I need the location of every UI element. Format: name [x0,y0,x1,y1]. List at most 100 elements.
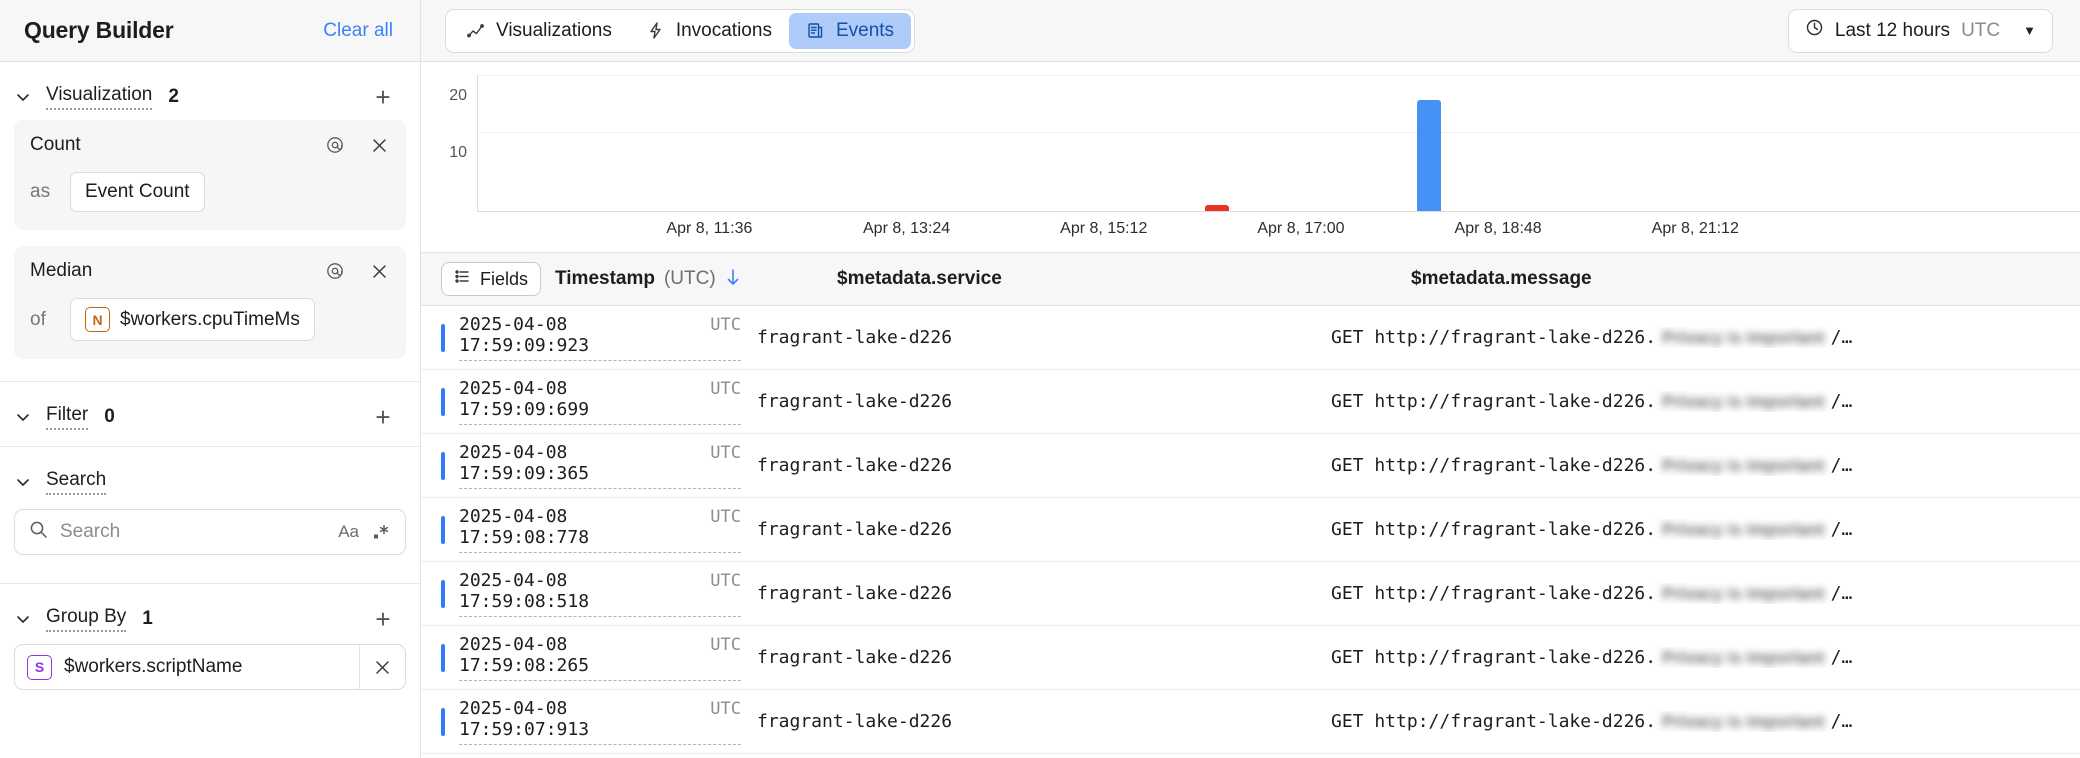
visualization-prefix: of [30,308,46,330]
row-status-indicator [441,451,445,480]
close-icon[interactable] [368,134,390,156]
clear-all-button[interactable]: Clear all [323,19,393,41]
row-status-indicator [441,643,445,672]
visualization-card-actions [324,134,390,156]
gridline [478,75,2080,76]
table-row[interactable]: 2025-04-08 17:59:08:265 UTC fragrant-lake-… [421,626,2080,690]
list-icon [454,268,471,290]
cell-service: fragrant-lake-d226 [757,583,953,604]
visualization-card-body: of N $workers.cpuTimeMs [30,298,390,341]
column-header-message[interactable]: $metadata.message [1411,268,1592,289]
search-input[interactable] [60,521,327,543]
x-axis-tick: Apr 8, 15:12 [1060,220,1148,237]
row-status-indicator [441,323,445,352]
chevron-down-icon[interactable] [10,469,36,495]
column-header-service[interactable]: $metadata.service [837,268,1002,289]
message-prefix: GET http://fragrant-lake-d226. [1331,391,1657,412]
add-group-by-button[interactable]: + [375,604,391,634]
message-redacted: Privacy is important [1662,455,1825,475]
group-by-section-header: Group By 1 + [0,584,420,642]
add-filter-button[interactable]: + [375,402,391,432]
message-suffix: /… [1830,711,1853,732]
cell-message: GET http://fragrant-lake-d226. Privacy is… [1331,647,2080,668]
message-redacted: Privacy is important [1662,519,1825,539]
message-suffix: /… [1830,647,1853,668]
arrow-down-icon[interactable] [725,267,741,291]
group-by-section: Group By 1 + S $workers.scriptName [0,584,420,690]
cell-message: GET http://fragrant-lake-d226. Privacy is… [1331,583,2080,604]
cell-timestamp[interactable]: 2025-04-08 17:59:08:265 UTC [459,634,741,681]
search-section-header: Search [0,447,420,505]
regex-icon[interactable] [371,523,391,541]
timestamp-timezone: UTC [710,571,741,591]
table-body: 2025-04-08 17:59:09:923 UTC fragrant-lake-… [421,306,2080,754]
time-range-label: Last 12 hours [1834,19,1951,41]
tab-visualizations[interactable]: Visualizations [449,13,629,49]
visualization-field-pill[interactable]: N $workers.cpuTimeMs [70,298,315,341]
cell-timestamp[interactable]: 2025-04-08 17:59:08:778 UTC [459,506,741,553]
page-title: Query Builder [24,17,174,43]
x-axis-tick: Apr 8, 17:00 [1257,220,1345,237]
tab-label: Invocations [675,19,772,41]
column-header-timestamp[interactable]: Timestamp (UTC) [555,267,837,291]
search-section: Search Aa [0,447,420,577]
table-row[interactable]: 2025-04-08 17:59:08:778 UTC fragrant-lake-… [421,498,2080,562]
y-axis-tick-20: 20 [449,87,467,104]
timestamp-timezone: UTC [710,635,741,655]
visualization-value-pill[interactable]: Event Count [70,172,205,212]
cell-timestamp[interactable]: 2025-04-08 17:59:08:518 UTC [459,570,741,617]
match-case-icon[interactable]: Aa [338,522,359,541]
filter-section-header: Filter 0 + [0,382,420,440]
search-box[interactable]: Aa [14,509,406,555]
table-row[interactable]: 2025-04-08 17:59:09:365 UTC fragrant-lake-… [421,434,2080,498]
bar-count[interactable] [1416,99,1441,211]
column-label: Timestamp [555,268,655,289]
bar-error[interactable] [1205,205,1230,211]
message-prefix: GET http://fragrant-lake-d226. [1331,455,1657,476]
section-divider [0,446,420,447]
tab-invocations[interactable]: Invocations [629,13,789,49]
cell-timestamp[interactable]: 2025-04-08 17:59:07:913 UTC [459,698,741,745]
cell-service: fragrant-lake-d226 [757,455,953,476]
chart-plot-area [477,75,2080,212]
message-prefix: GET http://fragrant-lake-d226. [1331,711,1657,732]
close-icon[interactable] [359,645,405,689]
tab-events[interactable]: Events [788,12,912,49]
at-icon[interactable] [324,134,346,156]
events-document-icon [806,21,825,40]
cell-timestamp[interactable]: 2025-04-08 17:59:09:365 UTC [459,442,741,489]
message-prefix: GET http://fragrant-lake-d226. [1331,647,1657,668]
cell-timestamp[interactable]: 2025-04-08 17:59:09:923 UTC [459,314,741,361]
chevron-down-icon[interactable] [10,404,36,430]
visualization-label[interactable]: Visualization [46,84,153,110]
time-range-selector[interactable]: Last 12 hours UTC ▼ [1787,8,2053,53]
cell-timestamp[interactable]: 2025-04-08 17:59:09:699 UTC [459,378,741,425]
filter-label[interactable]: Filter [46,404,89,430]
row-status-indicator [441,579,445,608]
table-row[interactable]: 2025-04-08 17:59:07:913 UTC fragrant-lake-… [421,690,2080,754]
group-by-chip-label: $workers.scriptName [64,656,243,677]
table-row[interactable]: 2025-04-08 17:59:08:518 UTC fragrant-lake-… [421,562,2080,626]
visualization-section-header: Visualization 2 + [0,62,420,120]
add-visualization-button[interactable]: + [375,82,391,112]
time-range-timezone: UTC [1961,19,2001,41]
chevron-down-icon[interactable] [10,606,36,632]
group-by-chip[interactable]: S $workers.scriptName [14,644,406,690]
top-toolbar: Visualizations Invocations Events [421,0,2080,62]
search-label[interactable]: Search [46,469,107,495]
message-prefix: GET http://fragrant-lake-d226. [1331,583,1657,604]
filter-count: 0 [104,406,115,427]
cell-message: GET http://fragrant-lake-d226. Privacy is… [1331,327,2080,348]
timestamp-value: 2025-04-08 17:59:08:518 [459,570,590,612]
table-row[interactable]: 2025-04-08 17:59:09:699 UTC fragrant-lake-… [421,370,2080,434]
visualization-section: Visualization 2 + Count [0,62,420,375]
table-row[interactable]: 2025-04-08 17:59:09:923 UTC fragrant-lake-… [421,306,2080,370]
close-icon[interactable] [368,260,390,282]
chevron-down-icon[interactable] [10,84,36,110]
fields-button[interactable]: Fields [441,262,542,296]
section-divider [0,583,420,584]
cell-service: fragrant-lake-d226 [757,519,953,540]
at-icon[interactable] [324,260,346,282]
group-by-label[interactable]: Group By [46,606,127,632]
